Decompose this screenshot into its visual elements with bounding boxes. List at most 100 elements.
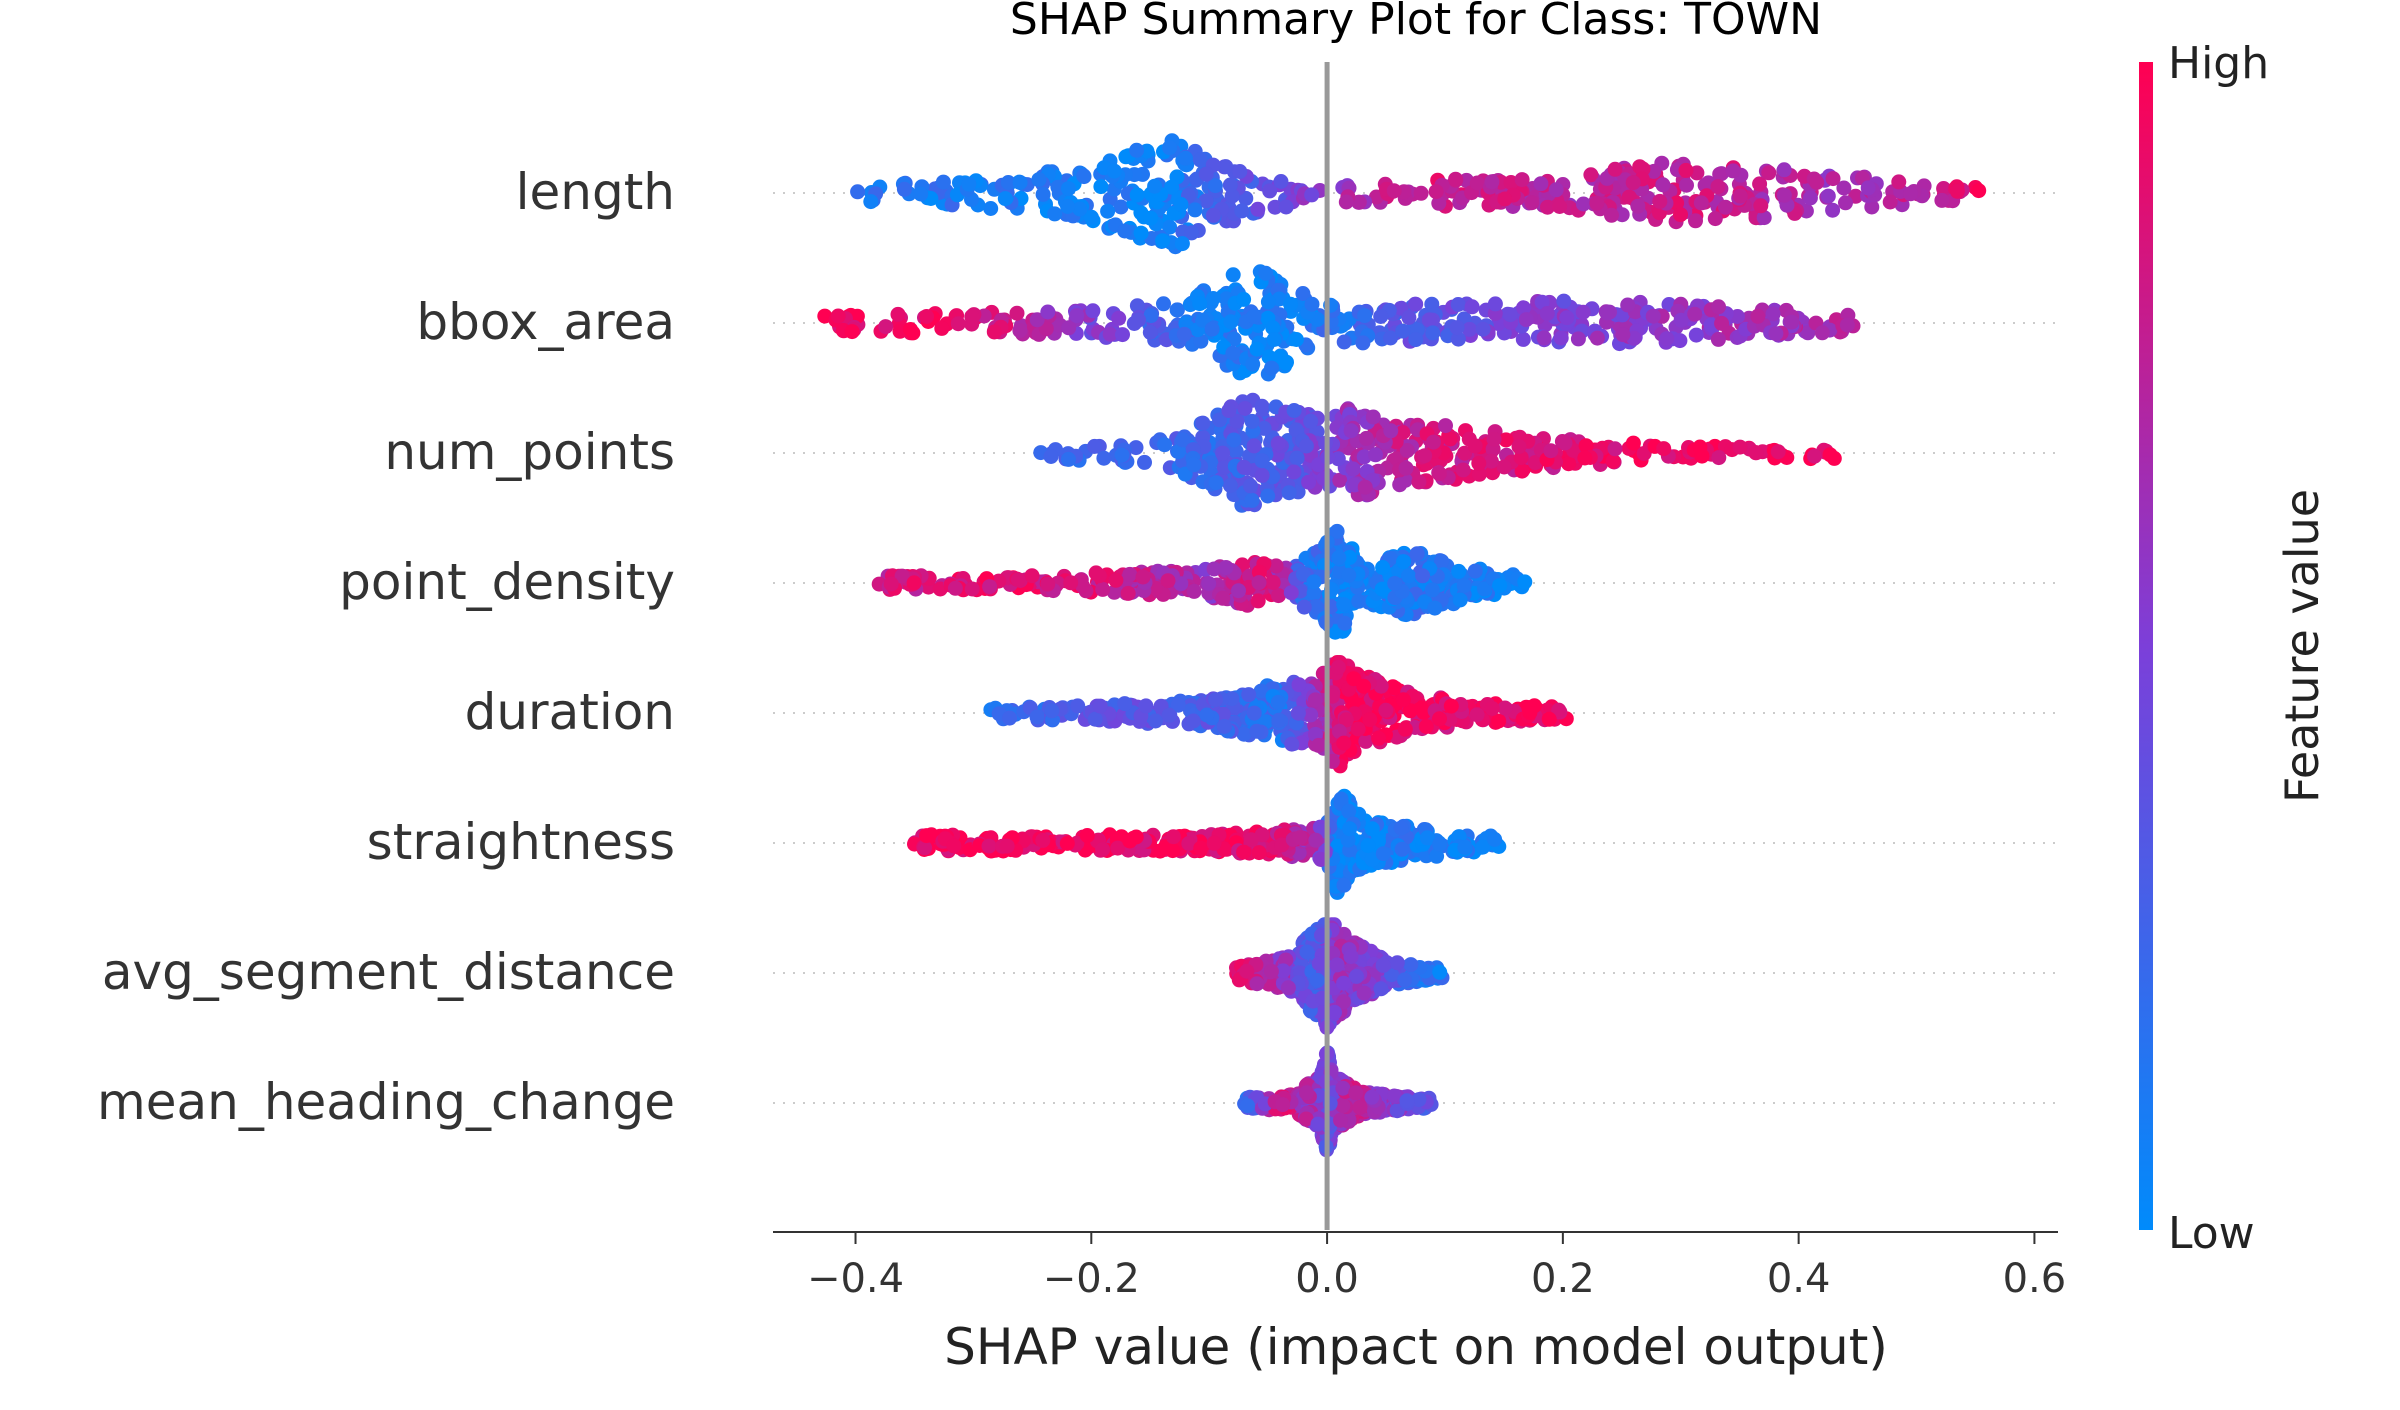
shap-point (1383, 423, 1399, 439)
shap-point (1397, 972, 1413, 988)
shap-point (906, 575, 922, 591)
shap-point (1254, 398, 1270, 414)
shap-point (1645, 308, 1661, 324)
x-axis: −0.4 −0.2 0.0 0.2 0.4 0.6 (773, 1231, 2066, 1302)
feature-label-bbox-area: bbox_area (416, 293, 675, 351)
shap-point (1185, 713, 1201, 729)
shap-point (1304, 296, 1320, 312)
shap-point (1434, 553, 1450, 569)
shap-point (1467, 438, 1483, 454)
shap-point (1336, 994, 1351, 1010)
shap-point (1575, 304, 1591, 320)
shap-point (1725, 163, 1741, 179)
shap-point (1195, 312, 1211, 328)
shap-point (1486, 431, 1502, 447)
shap-point (1223, 314, 1239, 330)
shap-point (964, 581, 980, 597)
shap-point (1409, 546, 1425, 562)
shap-point (1111, 310, 1127, 326)
shap-point (1373, 678, 1389, 694)
shap-point (1208, 475, 1224, 491)
shap-point (1517, 574, 1533, 590)
shap-point (1250, 201, 1266, 217)
shap-point (1673, 312, 1689, 328)
shap-point (1303, 707, 1319, 723)
shap-point (1253, 683, 1269, 699)
shap-point (1557, 435, 1573, 451)
shap-point (1181, 836, 1197, 851)
shap-point (1271, 588, 1286, 604)
shap-point (1142, 324, 1158, 340)
shap-point (1541, 711, 1557, 727)
shap-point (1711, 450, 1727, 466)
shap-point (1416, 704, 1432, 720)
shap-point (1000, 175, 1016, 190)
shap-point (1711, 299, 1726, 315)
shap-point (1236, 726, 1252, 742)
shap-point (1748, 445, 1764, 461)
shap-point (1636, 446, 1652, 461)
shap-point (1169, 302, 1185, 318)
shap-point (1171, 444, 1187, 460)
shap-point (1864, 199, 1880, 215)
shap-point (1589, 330, 1605, 346)
shap-point (1678, 162, 1694, 178)
shap-point (1338, 194, 1354, 210)
shap-point (1224, 188, 1240, 204)
shap-point (1155, 233, 1171, 249)
shap-point (1076, 168, 1092, 184)
shap-point (1266, 332, 1282, 347)
shap-point (1693, 195, 1709, 211)
shap-point (1059, 835, 1075, 851)
shap-point (1096, 450, 1112, 466)
shap-point (1329, 957, 1345, 973)
shap-point (1714, 315, 1730, 331)
shap-point (1160, 573, 1176, 589)
shap-point (1184, 225, 1199, 241)
shap-point (1784, 314, 1800, 330)
shap-point (1122, 566, 1138, 582)
shap-point (1231, 583, 1246, 599)
shap-point (1484, 701, 1500, 716)
shap-point (1807, 448, 1822, 464)
shap-point (1198, 166, 1214, 182)
shap-point (1332, 472, 1348, 488)
shap-point (1206, 561, 1222, 577)
colorbar: High Low Feature value (2139, 38, 2329, 1259)
shap-point (1615, 327, 1631, 343)
shap-point (1087, 711, 1103, 727)
shap-point (1455, 462, 1471, 478)
shap-point (1349, 968, 1364, 984)
shap-point (1250, 593, 1266, 609)
shap-point (1625, 175, 1641, 191)
shap-point (1286, 403, 1302, 418)
shap-point (1399, 1093, 1415, 1109)
shap-point (1216, 460, 1232, 475)
shap-point (1236, 459, 1252, 475)
chart-title: SHAP Summary Plot for Class: TOWN (1010, 0, 1822, 45)
shap-point (1222, 478, 1238, 493)
shap-point (1399, 443, 1415, 458)
shap-point (1244, 492, 1260, 508)
shap-point (1029, 709, 1045, 725)
shap-point (1040, 576, 1056, 592)
shap-point (1710, 179, 1726, 195)
shap-point (1002, 710, 1018, 726)
shap-point (1336, 334, 1352, 350)
shap-point (1971, 183, 1987, 199)
feature-label-length: length (516, 163, 675, 221)
shap-point (1129, 142, 1145, 158)
shap-point (1548, 182, 1564, 198)
shap-point (1485, 465, 1501, 481)
shap-point (946, 838, 962, 854)
shap-point (1206, 835, 1222, 851)
shap-point (1343, 423, 1359, 439)
shap-point (1750, 308, 1766, 324)
shap-point (1289, 450, 1305, 466)
shap-point (1187, 202, 1203, 218)
shap-point (1218, 560, 1234, 576)
shap-point (830, 308, 846, 324)
shap-point (1429, 848, 1445, 864)
shap-point (1362, 712, 1378, 728)
shap-point (1891, 174, 1907, 190)
